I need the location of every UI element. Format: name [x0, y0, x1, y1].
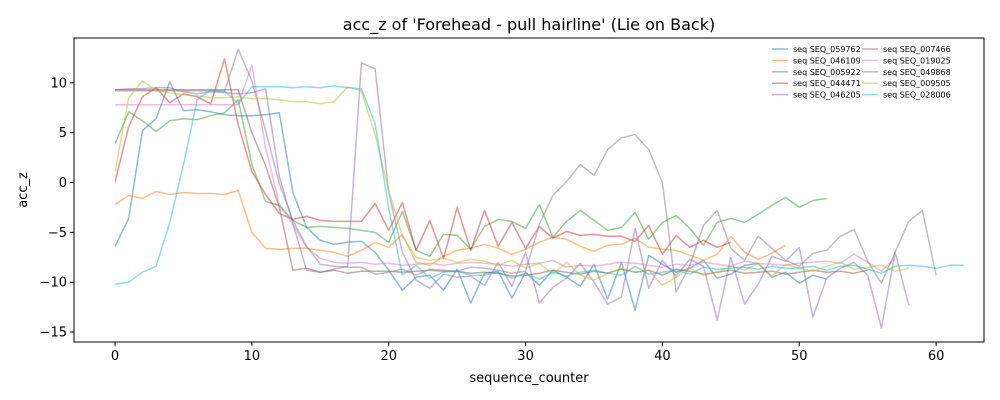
y-tick-label-4: 5: [59, 126, 67, 141]
series-layer: [114, 48, 964, 329]
y-tick-label-5: 10: [50, 76, 67, 91]
x-tick-label-1: 10: [244, 349, 261, 364]
legend-label-3: seq SEQ_044471: [793, 79, 861, 88]
series-line-9: [114, 85, 964, 285]
x-tick-label-6: 60: [928, 349, 945, 364]
legend-label-6: seq SEQ_019025: [883, 56, 951, 65]
x-tick-label-2: 20: [380, 349, 397, 364]
legend-label-1: seq SEQ_046109: [793, 56, 861, 65]
series-line-3: [114, 58, 732, 260]
y-tick-label-1: −10: [40, 276, 67, 291]
legend-label-7: seq SEQ_049868: [883, 68, 951, 77]
y-axis-label: acc_z: [16, 172, 31, 208]
chart-title: acc_z of 'Forehead - pull hairline' (Lie…: [343, 15, 715, 35]
series-line-1: [114, 189, 786, 267]
plot-frame: [73, 37, 985, 343]
x-axis-ticks: 0 10 20 30 40 50 60: [111, 342, 944, 364]
series-line-7: [115, 48, 937, 293]
legend-label-5: seq SEQ_007466: [883, 45, 951, 54]
x-tick-label-3: 30: [517, 349, 534, 364]
y-tick-label-3: 0: [59, 176, 67, 191]
axes-layer: [73, 37, 985, 343]
series-line-0: [114, 81, 827, 311]
legend-label-0: seq SEQ_059762: [793, 45, 861, 54]
x-tick-label-0: 0: [111, 349, 119, 364]
x-tick-label-4: 40: [654, 349, 671, 364]
x-tick-label-5: 50: [791, 349, 808, 364]
y-tick-label-2: −5: [48, 226, 67, 241]
y-tick-label-0: −15: [40, 326, 67, 341]
series-line-6: [115, 64, 896, 272]
series-line-8: [114, 80, 909, 286]
legend-label-4: seq SEQ_046205: [793, 91, 861, 100]
legend-label-8: seq SEQ_009505: [883, 79, 951, 88]
legend-label-2: seq SEQ_005922: [793, 68, 861, 77]
x-axis-label: sequence_counter: [469, 371, 589, 386]
legend-label-9: seq SEQ_028006: [883, 91, 951, 100]
y-axis-ticks: −15 −10 −5 0 5 10: [40, 76, 74, 341]
